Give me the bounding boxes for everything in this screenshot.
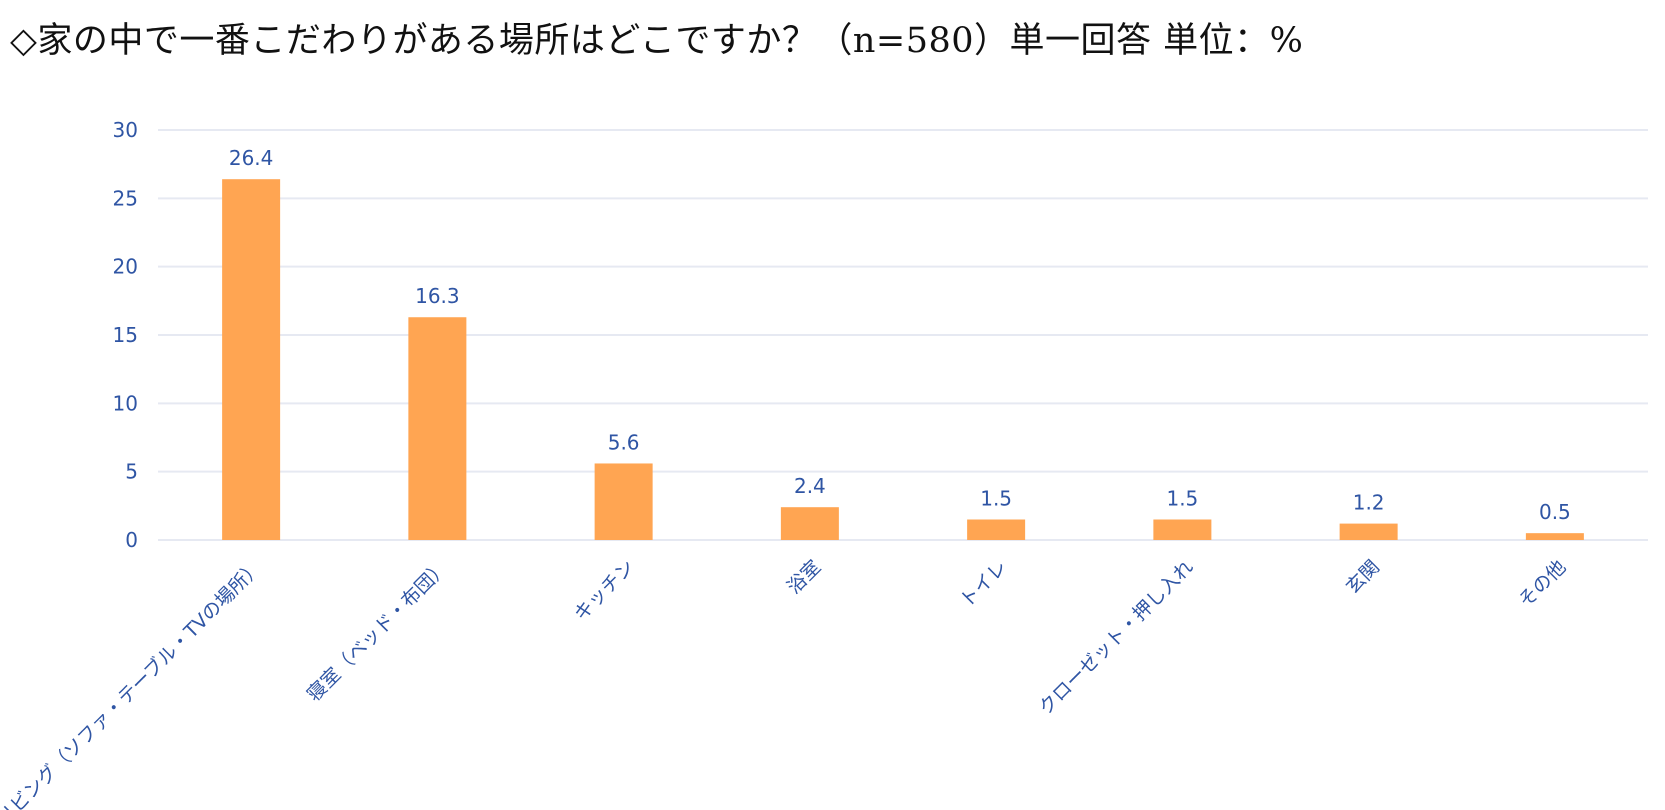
bar — [594, 463, 653, 540]
data-label: 2.4 — [794, 474, 826, 498]
bar — [780, 507, 839, 540]
data-label: 16.3 — [415, 284, 460, 308]
bar — [1153, 519, 1212, 540]
data-label: 0.5 — [1539, 500, 1571, 524]
bar — [967, 519, 1026, 540]
x-tick-label: キッチン — [570, 556, 639, 625]
data-label: 1.5 — [980, 487, 1012, 511]
gridlines — [158, 129, 1648, 541]
x-tick-label: 寝室（ベッド・布団） — [303, 556, 453, 706]
y-tick-label: 0 — [125, 528, 138, 552]
bar — [1339, 523, 1398, 540]
chart-title: ◇家の中で一番こだわりがある場所はどこですか？（n=580）単一回答 単位：% — [10, 21, 1304, 61]
data-label: 26.4 — [229, 146, 274, 170]
y-tick-label: 25 — [113, 186, 138, 210]
x-tick-label: 玄関 — [1342, 556, 1384, 598]
y-tick-label: 30 — [113, 118, 138, 142]
x-tick-label: トイレ — [956, 556, 1012, 612]
y-tick-label: 5 — [125, 460, 138, 484]
x-tick-label: リビング（ソファ・テーブル・TVの場所） — [0, 555, 267, 810]
x-tick-label: その他 — [1515, 556, 1571, 612]
y-axis-ticks: 0 5 10 15 20 25 30 — [113, 118, 138, 552]
y-tick-label: 20 — [113, 255, 138, 279]
x-tick-label: 浴室 — [783, 556, 825, 598]
x-tick-label: クローゼット・押し入れ — [1035, 556, 1198, 719]
bar — [408, 317, 467, 540]
x-axis-labels: リビング（ソファ・テーブル・TVの場所） 寝室（ベッド・布団） キッチン 浴室 トイレク… — [0, 555, 1570, 810]
bars — [222, 179, 1584, 540]
y-tick-label: 15 — [113, 323, 138, 347]
data-label: 5.6 — [608, 430, 640, 454]
bar — [1525, 533, 1584, 540]
data-labels: 26.4 16.3 5.6 2.4 1.5 1.5 1.2 0.5 — [229, 146, 1571, 524]
data-label: 1.5 — [1166, 487, 1198, 511]
bar — [222, 179, 281, 540]
data-label: 1.2 — [1353, 491, 1385, 515]
y-tick-label: 10 — [113, 391, 138, 415]
